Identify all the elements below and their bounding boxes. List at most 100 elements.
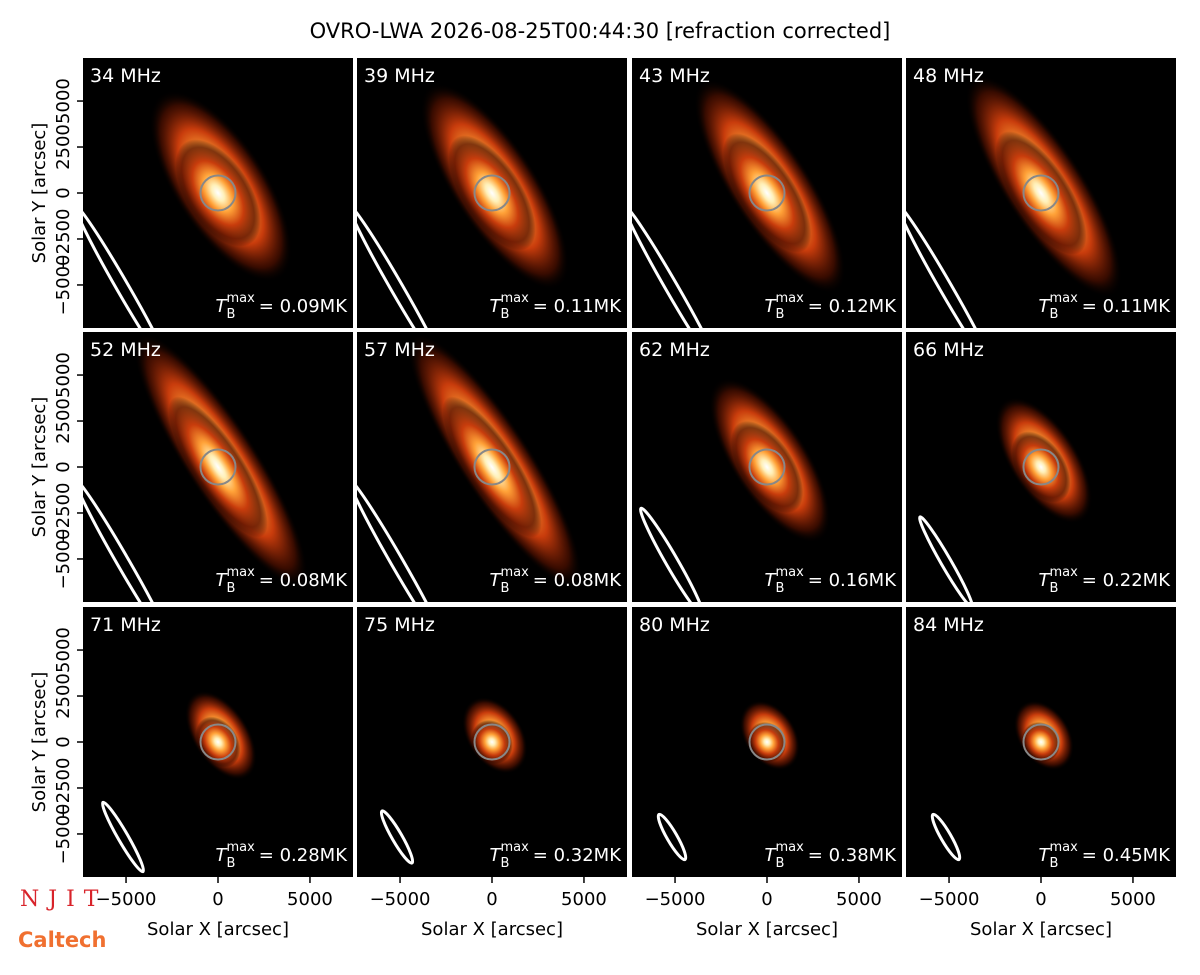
- panel: [83, 58, 353, 328]
- annotation-superscript: max: [226, 565, 255, 580]
- emission-core: [1021, 721, 1061, 763]
- annotation-subscript: B: [500, 307, 509, 322]
- annotation-symbol: T: [764, 296, 777, 317]
- x-tick-label: 5000: [287, 889, 333, 910]
- panel: [632, 58, 902, 328]
- panel-label: 66 MHz: [913, 339, 984, 361]
- annotation-symbol: T: [489, 570, 502, 591]
- annotation-symbol: T: [489, 845, 502, 866]
- solar-disk: [473, 174, 511, 212]
- solar-disk: [473, 448, 511, 486]
- panel-label: 43 MHz: [639, 65, 710, 87]
- annotation-subscript: B: [226, 581, 235, 596]
- y-tick-label: −2500: [53, 758, 74, 819]
- annotation-subscript: B: [775, 307, 784, 322]
- annotation-superscript: max: [775, 291, 804, 306]
- panel: [83, 332, 353, 602]
- panel-label: 71 MHz: [90, 614, 161, 636]
- x-tick-label: −5000: [645, 889, 706, 910]
- panel: [906, 332, 1176, 602]
- annotation-symbol: T: [215, 845, 228, 866]
- annotation-subscript: B: [775, 856, 784, 871]
- annotation-superscript: max: [226, 840, 255, 855]
- annotation-superscript: max: [775, 565, 804, 580]
- beam: [379, 809, 415, 865]
- beam: [918, 515, 974, 602]
- annotation-value: = 0.08MK: [259, 570, 348, 591]
- y-axis-label: Solar Y [arcsec]: [29, 123, 50, 264]
- annotation-symbol: T: [1038, 845, 1051, 866]
- y-tick-label: 5000: [53, 78, 74, 124]
- y-tick-label: −5000: [53, 255, 74, 316]
- annotation-subscript: B: [226, 307, 235, 322]
- y-tick-label: −5000: [53, 529, 74, 590]
- beam: [639, 506, 705, 602]
- solar-disk: [748, 448, 786, 486]
- beam: [83, 478, 173, 602]
- annotation-value: = 0.12MK: [808, 296, 897, 317]
- y-tick-label: 0: [53, 461, 74, 472]
- annotation-value: = 0.28MK: [259, 845, 348, 866]
- annotation-value: = 0.38MK: [808, 845, 897, 866]
- emission-core: [1011, 431, 1071, 503]
- panel: [357, 58, 627, 328]
- y-axis-label: Solar Y [arcsec]: [29, 672, 50, 813]
- x-axis-label: Solar X [arcsec]: [970, 919, 1112, 940]
- x-tick-label: 5000: [1110, 889, 1156, 910]
- emission-core: [448, 135, 536, 251]
- emission-core: [471, 719, 513, 765]
- y-tick-label: 2500: [53, 124, 74, 170]
- solar-disk: [1022, 723, 1060, 761]
- panel-label: 84 MHz: [913, 614, 984, 636]
- y-tick-label: 5000: [53, 352, 74, 398]
- panel: [906, 607, 1176, 877]
- x-tick-label: 0: [212, 889, 223, 910]
- annotation-value: = 0.09MK: [259, 296, 348, 317]
- annotation-value: = 0.45MK: [1082, 845, 1171, 866]
- x-axis-label: Solar X [arcsec]: [696, 919, 838, 940]
- annotation-superscript: max: [1049, 291, 1078, 306]
- panel: [357, 332, 627, 602]
- emission-core: [995, 131, 1087, 255]
- beam: [656, 812, 688, 862]
- y-axis-label: Solar Y [arcsec]: [29, 397, 50, 538]
- panel: [83, 607, 353, 877]
- x-tick-label: 5000: [561, 889, 607, 910]
- beam: [906, 204, 996, 328]
- annotation-symbol: T: [764, 570, 777, 591]
- annotation-value: = 0.11MK: [533, 296, 622, 317]
- annotation-symbol: T: [764, 845, 777, 866]
- logo-caltech: Caltech: [18, 928, 106, 952]
- annotation-subscript: B: [1049, 581, 1058, 596]
- annotation-symbol: T: [215, 296, 228, 317]
- beam: [930, 812, 962, 862]
- panel-label: 75 MHz: [364, 614, 435, 636]
- annotation-subscript: B: [500, 856, 509, 871]
- x-tick-label: −5000: [919, 889, 980, 910]
- annotation-value: = 0.16MK: [808, 570, 897, 591]
- annotation-subscript: B: [775, 581, 784, 596]
- annotation-superscript: max: [1049, 840, 1078, 855]
- panel: [632, 607, 902, 877]
- y-tick-label: 0: [53, 736, 74, 747]
- solar-disk: [199, 174, 237, 212]
- panel-label: 80 MHz: [639, 614, 710, 636]
- annotation-superscript: max: [226, 291, 255, 306]
- beam: [83, 204, 173, 328]
- y-tick-label: 2500: [53, 673, 74, 719]
- annotation-symbol: T: [1038, 570, 1051, 591]
- emission-core: [730, 420, 804, 514]
- x-axis-label: Solar X [arcsec]: [421, 919, 563, 940]
- emission-core: [747, 721, 787, 763]
- panel: [357, 607, 627, 877]
- y-tick-label: −2500: [53, 209, 74, 270]
- annotation-superscript: max: [775, 840, 804, 855]
- y-tick-label: 2500: [53, 398, 74, 444]
- annotation-symbol: T: [215, 570, 228, 591]
- x-axis-label: Solar X [arcsec]: [147, 919, 289, 940]
- emission-core: [175, 139, 261, 247]
- beam: [101, 800, 145, 874]
- annotation-superscript: max: [500, 291, 529, 306]
- solar-disk: [1022, 174, 1060, 212]
